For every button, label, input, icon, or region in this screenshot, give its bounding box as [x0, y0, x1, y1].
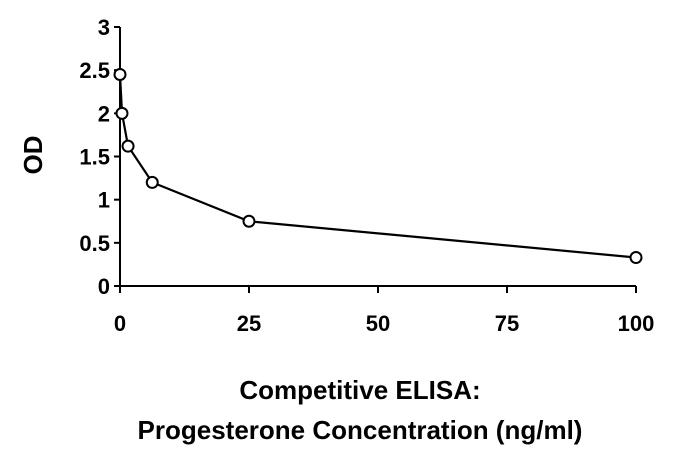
y-tick-label: 1 — [98, 188, 110, 213]
y-tick-label: 2.5 — [79, 58, 110, 83]
x-tick-label: 0 — [114, 311, 126, 336]
x-axis-label-line2: Progesterone Concentration (ng/ml) — [138, 415, 583, 445]
data-point — [115, 106, 129, 120]
y-tick-label: 1.5 — [79, 145, 110, 170]
x-tick-label: 75 — [495, 311, 519, 336]
y-tick-label: 0.5 — [79, 231, 110, 256]
x-axis-label-line1: Competitive ELISA: — [239, 375, 480, 405]
series — [113, 67, 643, 265]
y-tick-label: 3 — [98, 15, 110, 40]
x-tick-label: 50 — [366, 311, 390, 336]
y-tick-label: 0 — [98, 274, 110, 299]
tick-labels: 0 0.5 1 1.5 2 2.5 3 0 25 50 75 100 — [79, 15, 654, 336]
axes — [114, 26, 637, 293]
data-point — [629, 251, 643, 265]
y-tick-label: 2 — [98, 101, 110, 126]
data-point — [145, 175, 159, 189]
data-point — [113, 67, 127, 81]
data-point — [242, 214, 256, 228]
x-tick-label: 100 — [618, 311, 655, 336]
data-point — [121, 139, 135, 153]
x-tick-label: 25 — [237, 311, 261, 336]
y-axis-label: OD — [18, 136, 48, 175]
series-line — [118, 74, 637, 259]
